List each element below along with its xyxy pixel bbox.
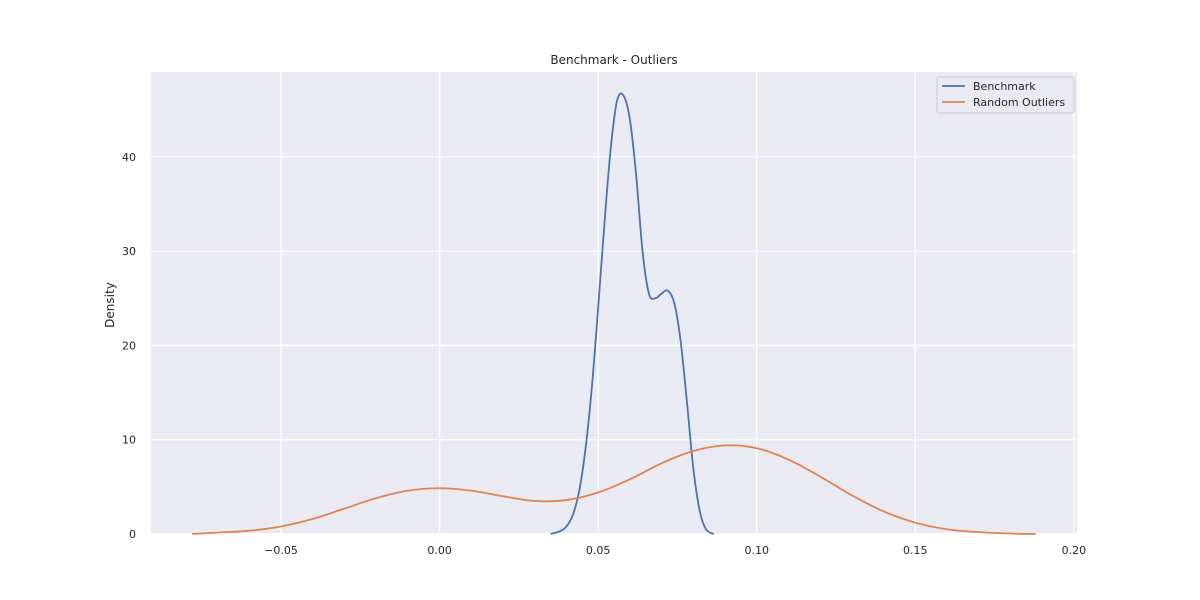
legend: Benchmark Random Outliers bbox=[936, 76, 1075, 114]
series-line-random-outliers bbox=[192, 444, 1036, 535]
x-tick-label: 0.00 bbox=[427, 544, 452, 557]
x-tick-label: 0.15 bbox=[903, 544, 928, 557]
plot-area bbox=[151, 72, 1077, 534]
y-tick-label: 10 bbox=[122, 434, 136, 447]
x-tick-label: 0.05 bbox=[586, 544, 611, 557]
y-tick-label: 20 bbox=[122, 339, 136, 352]
y-axis-label: Density bbox=[103, 282, 117, 328]
y-tick-label: 0 bbox=[129, 528, 136, 541]
x-tick-label: 0.10 bbox=[744, 544, 769, 557]
x-tick-label: −0.05 bbox=[264, 544, 298, 557]
legend-label-random-outliers: Random Outliers bbox=[973, 96, 1065, 109]
series-lines bbox=[192, 92, 1036, 535]
legend-label-benchmark: Benchmark bbox=[973, 80, 1036, 93]
y-tick-labels: 0 10 20 30 40 bbox=[122, 151, 136, 541]
y-tick-label: 30 bbox=[122, 245, 136, 258]
x-tick-label: 0.20 bbox=[1062, 544, 1087, 557]
legend-box bbox=[936, 76, 1075, 114]
series-line-benchmark bbox=[550, 92, 715, 535]
chart-title: Benchmark - Outliers bbox=[550, 53, 677, 67]
grid-lines bbox=[151, 72, 1077, 535]
x-tick-labels: −0.05 0.00 0.05 0.10 0.15 0.20 bbox=[264, 544, 1086, 557]
y-tick-label: 40 bbox=[122, 151, 136, 164]
